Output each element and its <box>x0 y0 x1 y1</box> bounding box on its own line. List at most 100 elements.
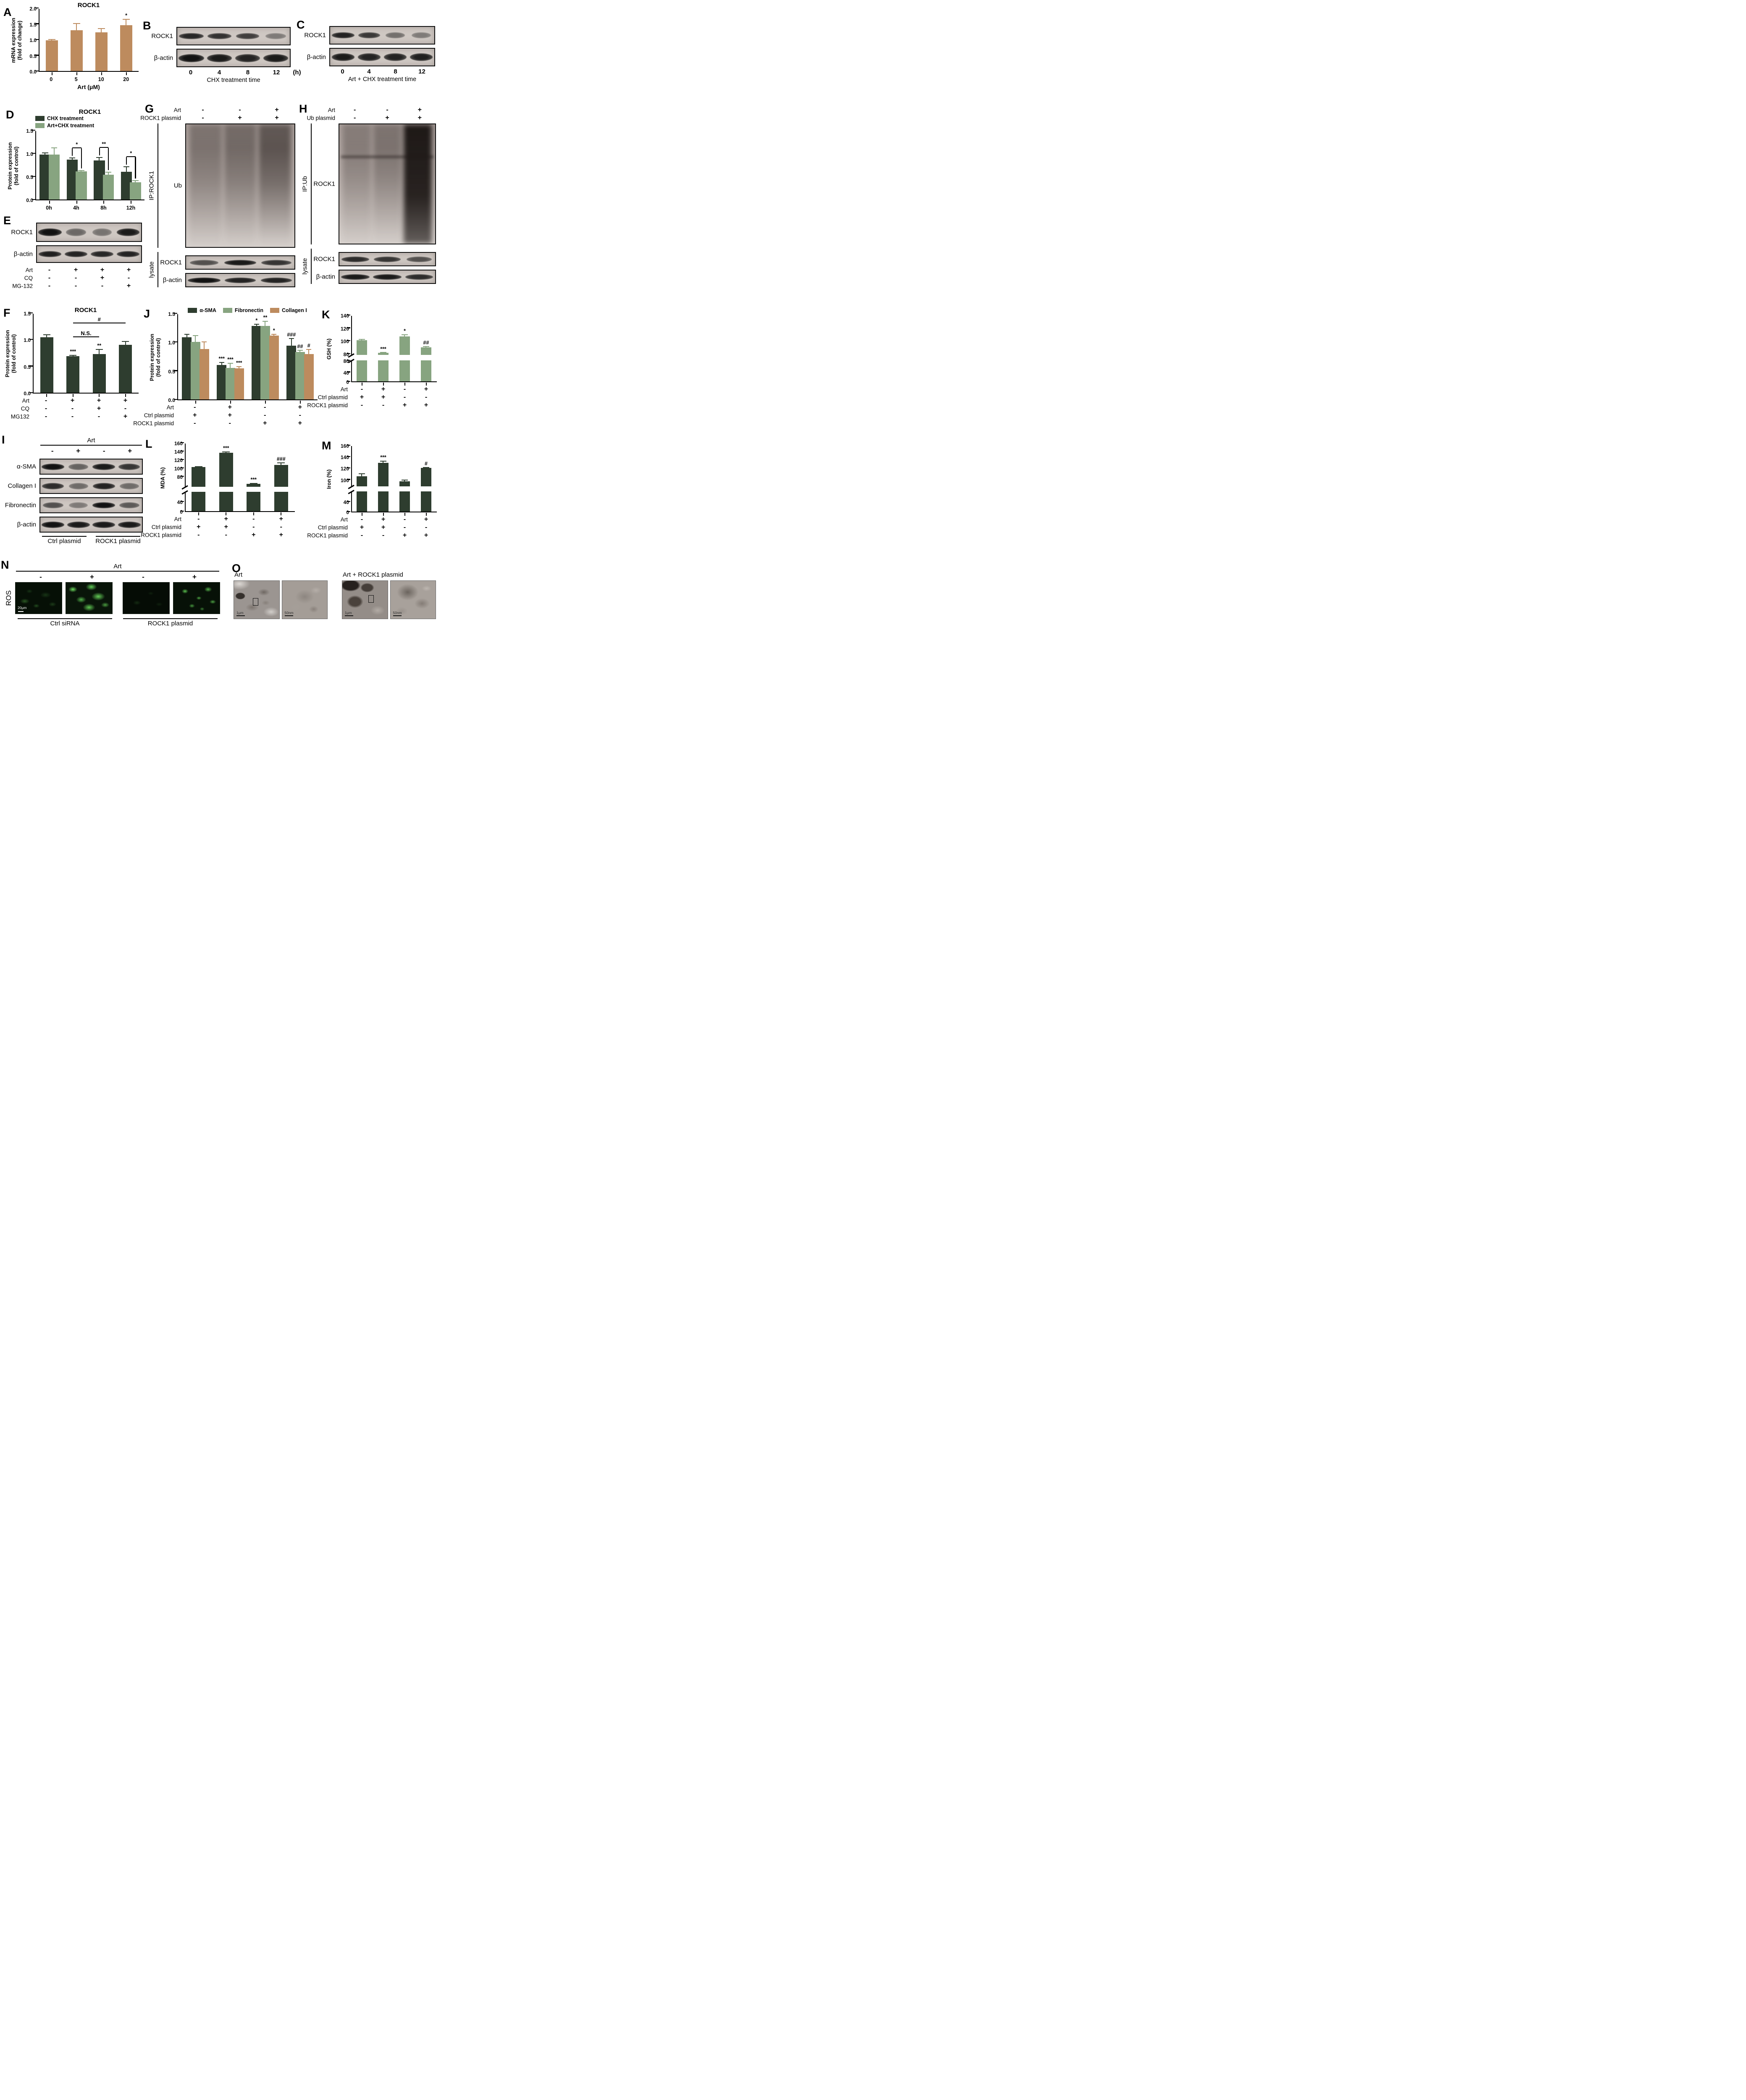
protein-band <box>331 53 355 61</box>
condition-sign: - <box>45 413 47 420</box>
condition-sign: - <box>101 282 104 289</box>
condition-sign: + <box>360 394 364 401</box>
protein-band <box>263 54 289 62</box>
significance-label: ### <box>287 331 296 338</box>
condition-label: Art <box>25 267 33 273</box>
chart-K: GSH (%) 80 100 120 140 80 40 0 *** * ## Art - + - + Ctrl… <box>307 313 437 434</box>
y-axis-label: Iron (%) <box>326 469 332 489</box>
significance-label: ** <box>102 141 106 147</box>
condition-label: ROCK1 plasmid <box>140 115 181 121</box>
bar <box>286 345 297 399</box>
bar <box>234 368 244 399</box>
plot-area: *** # <box>347 444 437 516</box>
condition-sign: - <box>74 282 77 289</box>
chart-J: α-SMA Fibronectin Collagen I Protein expres… <box>133 307 318 436</box>
y-axis-label: Protein expression (fold of control) <box>149 333 161 381</box>
significance-label: *** <box>218 356 225 362</box>
blot-row-label: ROCK1 <box>304 32 326 39</box>
bar <box>66 356 80 393</box>
bar-segment <box>219 492 233 511</box>
panel-O: O Art 1μm 50nm Art + ROCK1 plasmid 1μm 50nm <box>223 561 436 633</box>
y-tick-label: 0.0 <box>24 391 31 396</box>
condition-sign: - <box>124 405 127 412</box>
protein-band <box>410 53 433 61</box>
error-bar <box>42 152 48 155</box>
panel-letter-L: L <box>145 438 152 450</box>
bar <box>199 349 209 399</box>
y-tick-label: 40 <box>343 499 349 505</box>
condition-sign: - <box>48 274 51 281</box>
significance-label: * <box>404 328 406 334</box>
condition-sign: - <box>403 524 406 531</box>
blot-E: ROCK1 β-actin Art - + + + CQ - - + - MG-132- - - + <box>7 219 142 300</box>
plot-area: * <box>35 7 139 75</box>
protein-band <box>265 33 286 39</box>
significance-label: *** <box>223 445 229 451</box>
blot-image <box>185 273 295 287</box>
bar <box>102 174 114 200</box>
blot-image <box>339 252 436 266</box>
error-bar <box>132 180 139 183</box>
condition-sign: - <box>354 106 356 113</box>
chart-F: ROCK1 Protein expression (fold of control… <box>3 307 139 433</box>
lane-label: 4 <box>367 68 371 75</box>
panel-M: M Iron (%) 100 120 140 160 40 0 *** # Art - + - + Ctrl… <box>307 439 437 564</box>
y-tick-label: 1.0 <box>29 37 37 43</box>
group-label: Ctrl siRNA <box>50 620 80 627</box>
bar-segment <box>378 360 389 381</box>
protein-band <box>69 502 88 508</box>
blot-image <box>39 459 143 475</box>
plot-area: * ** * <box>32 129 144 204</box>
bar <box>92 354 106 393</box>
target-label: ROCK1 <box>313 180 335 188</box>
x-tick-label: 20 <box>123 76 129 82</box>
condition-sign: - <box>252 515 255 522</box>
protein-band <box>373 274 402 280</box>
significance-label: * <box>76 141 78 147</box>
bar <box>295 352 305 399</box>
ros-fluorescence-image <box>123 582 170 614</box>
error-bar <box>263 320 268 326</box>
condition-label: Ctrl plasmid <box>151 524 181 530</box>
chart-D: ROCK1 CHX treatment Art+CHX treatment Prote… <box>6 108 144 213</box>
blot-row-label: β-actin <box>316 273 335 281</box>
protein-band <box>38 251 62 257</box>
protein-band <box>92 228 112 236</box>
y-tick-label: 0.5 <box>24 364 31 370</box>
condition-sign: + <box>424 386 428 393</box>
bar <box>95 32 108 71</box>
condition-sign: + <box>417 106 422 113</box>
condition-sign: + <box>381 386 386 393</box>
protein-band <box>260 277 292 283</box>
protein-band <box>261 260 292 265</box>
protein-band <box>38 228 62 236</box>
error-bar <box>423 346 429 347</box>
condition-sign: - <box>280 523 282 530</box>
smear-lane <box>259 124 291 247</box>
blot-B: ROCK1 β-actin 0 4 8 12 (h) CHX treatment time <box>147 24 301 91</box>
protein-band <box>235 54 260 62</box>
error-bar <box>122 341 129 345</box>
legend-item: α-SMA <box>188 307 216 313</box>
smear-lane <box>404 124 432 244</box>
x-tick-label: 0 <box>50 76 53 82</box>
protein-band <box>92 463 116 470</box>
condition-sign: - <box>403 394 406 401</box>
target-label: Ub <box>173 182 182 189</box>
bar-segment <box>420 491 432 512</box>
condition-label: Art <box>340 516 348 523</box>
protein-band <box>92 483 115 489</box>
panel-letter-N: N <box>1 559 9 571</box>
scale-bar-label: 20μm <box>18 606 27 610</box>
blot-I: Art - + - + α-SMA Collagen I Fibronectin β-actin… <box>4 437 143 554</box>
condition-label: Art <box>173 107 181 113</box>
bar <box>192 467 206 487</box>
condition-sign: - <box>403 516 406 523</box>
bar <box>356 340 368 355</box>
condition-sign: + <box>123 413 128 420</box>
scale-bar <box>236 615 245 616</box>
ip-panel-G: Art - - + ROCK1 plasmid - + + IP:ROCK1 Ub lysate RO… <box>140 106 295 302</box>
condition-sign: + <box>74 266 78 273</box>
blot-row-label: Fibronectin <box>5 501 36 509</box>
condition-label: ROCK1 plasmid <box>307 402 348 409</box>
